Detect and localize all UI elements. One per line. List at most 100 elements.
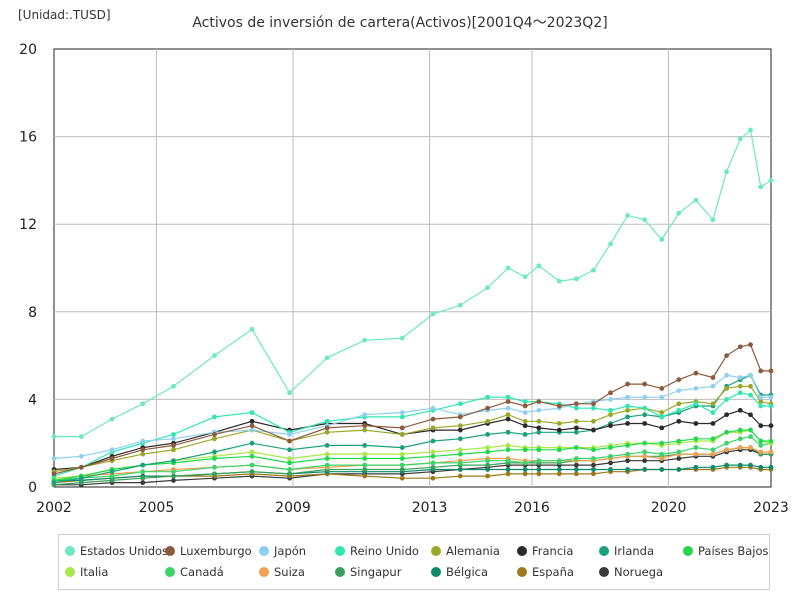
data-point-canada xyxy=(737,436,743,442)
data-point-noruega xyxy=(608,460,613,466)
data-point-italia xyxy=(324,451,330,457)
series-line-canada xyxy=(53,435,772,481)
data-point-francia xyxy=(522,423,528,429)
data-point-reino-unido xyxy=(676,407,682,413)
data-point-espana xyxy=(556,471,562,477)
x-tick-label: 2002 xyxy=(36,500,72,516)
data-point-alemania xyxy=(710,401,716,407)
data-point-belgica xyxy=(710,464,716,470)
data-point-japon xyxy=(758,394,764,400)
data-point-italia xyxy=(485,445,491,450)
data-point-paises-bajos xyxy=(430,453,436,459)
data-point-canada xyxy=(457,460,463,466)
data-point-estados-unidos xyxy=(430,311,436,317)
data-point-luxemburgo xyxy=(249,423,255,429)
legend-swatch xyxy=(431,546,441,556)
legend-label: Bélgica xyxy=(446,565,489,579)
data-point-paises-bajos xyxy=(212,456,217,461)
data-point-estados-unidos xyxy=(109,416,115,422)
legend-item: Japón xyxy=(259,544,306,558)
data-point-italia xyxy=(399,451,405,457)
data-point-belgica xyxy=(591,467,596,472)
data-point-alemania xyxy=(748,383,753,389)
data-point-japon xyxy=(768,394,774,400)
data-point-canada xyxy=(522,460,528,466)
legend-label: Francia xyxy=(532,544,574,558)
data-point-irlanda xyxy=(78,475,84,481)
data-point-estados-unidos xyxy=(591,267,596,273)
data-point-francia xyxy=(693,421,699,426)
data-point-estados-unidos xyxy=(573,276,579,282)
data-point-canada xyxy=(536,458,542,464)
chart-legend: Estados Unidos Luxemburgo Japón Reino Unido… xyxy=(58,534,770,590)
data-point-estados-unidos xyxy=(693,197,699,203)
data-point-alemania xyxy=(485,418,491,424)
data-point-belgica xyxy=(768,464,774,470)
data-point-luxemburgo xyxy=(737,344,743,350)
data-point-japon xyxy=(710,383,716,389)
data-point-japon xyxy=(659,394,665,400)
data-point-francia xyxy=(591,427,596,433)
data-point-estados-unidos xyxy=(748,127,753,133)
data-point-belgica xyxy=(724,462,730,468)
data-point-singapur xyxy=(362,467,368,472)
legend-swatch xyxy=(517,546,527,556)
data-point-paises-bajos xyxy=(505,447,511,453)
data-point-luxemburgo xyxy=(642,381,648,387)
data-point-luxemburgo xyxy=(768,368,774,374)
data-point-singapur xyxy=(485,462,491,468)
data-point-luxemburgo xyxy=(573,401,579,407)
data-point-paises-bajos xyxy=(693,436,699,442)
legend-item: Singapur xyxy=(335,565,401,579)
data-point-francia xyxy=(573,425,579,431)
data-point-estados-unidos xyxy=(659,237,665,242)
data-point-reino-unido xyxy=(758,403,764,409)
data-point-canada xyxy=(724,440,730,446)
data-point-luxemburgo xyxy=(522,403,528,409)
data-point-espana xyxy=(522,471,528,477)
data-point-alemania xyxy=(591,418,596,424)
data-point-paises-bajos xyxy=(556,447,562,453)
data-point-canada xyxy=(109,473,115,479)
legend-swatch xyxy=(683,546,693,556)
data-point-belgica xyxy=(556,467,562,472)
data-point-reino-unido xyxy=(625,403,630,409)
data-point-noruega xyxy=(140,480,146,486)
x-tick-label: 2009 xyxy=(275,500,311,516)
data-point-luxemburgo xyxy=(362,423,368,429)
data-point-suiza xyxy=(710,451,716,457)
data-point-suiza xyxy=(642,453,648,459)
data-point-espana xyxy=(399,475,405,481)
y-tick-label: 4 xyxy=(28,392,37,408)
legend-item: Bélgica xyxy=(431,565,488,579)
data-point-reino-unido xyxy=(748,392,753,398)
data-point-luxemburgo xyxy=(556,403,562,409)
data-point-suiza xyxy=(748,445,753,450)
data-point-estados-unidos xyxy=(710,217,716,223)
data-point-alemania xyxy=(737,383,743,389)
data-point-estados-unidos xyxy=(212,353,217,358)
data-point-estados-unidos xyxy=(724,169,730,175)
data-point-suiza xyxy=(724,447,730,453)
data-point-luxemburgo xyxy=(287,438,292,444)
data-point-alemania xyxy=(659,410,665,415)
data-point-noruega xyxy=(573,462,579,468)
data-point-espana xyxy=(485,473,491,479)
data-point-canada xyxy=(171,469,176,475)
data-point-irlanda xyxy=(573,429,579,435)
data-point-canada xyxy=(642,449,648,455)
data-point-irlanda xyxy=(51,480,57,486)
data-point-noruega xyxy=(676,456,682,461)
legend-item: Estados Unidos xyxy=(65,544,168,558)
data-point-paises-bajos xyxy=(737,427,743,433)
data-point-francia xyxy=(758,423,764,429)
data-point-luxemburgo xyxy=(324,425,330,431)
data-point-luxemburgo xyxy=(109,456,115,461)
data-point-estados-unidos xyxy=(676,210,682,216)
legend-item: Italia xyxy=(65,565,108,579)
data-point-reino-unido xyxy=(710,410,716,415)
data-point-estados-unidos xyxy=(78,434,84,440)
legend-swatch xyxy=(259,567,269,577)
data-point-alemania xyxy=(140,451,146,457)
data-point-alemania xyxy=(573,418,579,424)
